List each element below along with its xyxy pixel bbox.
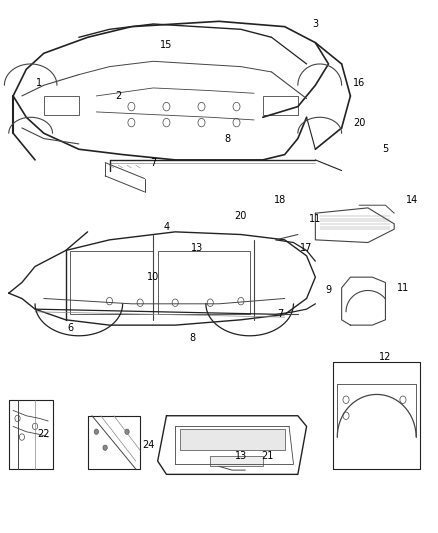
Text: 8: 8 [190,334,196,343]
Text: 7: 7 [277,310,283,319]
Text: 10: 10 [147,272,159,282]
Circle shape [103,445,107,450]
Text: 20: 20 [353,118,365,127]
Text: 12: 12 [379,352,392,362]
Text: 20: 20 [235,211,247,221]
Text: 14: 14 [406,195,418,205]
Text: 13: 13 [235,451,247,461]
Text: 18: 18 [274,195,286,205]
Polygon shape [180,429,285,450]
Text: 22: 22 [38,430,50,439]
Text: 8: 8 [225,134,231,143]
Text: 17: 17 [300,243,313,253]
Text: 16: 16 [353,78,365,87]
Text: 11: 11 [309,214,321,223]
Text: 15: 15 [160,41,173,50]
Polygon shape [210,456,263,466]
Text: 11: 11 [397,283,409,293]
Text: 6: 6 [67,323,73,333]
Text: 1: 1 [36,78,42,87]
Text: 13: 13 [191,243,203,253]
Text: 4: 4 [163,222,170,231]
Text: 3: 3 [312,19,318,29]
Text: 24: 24 [143,440,155,450]
Text: 2: 2 [115,91,121,101]
Text: 21: 21 [261,451,273,461]
Text: 5: 5 [382,144,389,154]
Circle shape [94,429,99,434]
Circle shape [125,429,129,434]
Text: 7: 7 [150,158,156,167]
Text: 9: 9 [325,286,332,295]
